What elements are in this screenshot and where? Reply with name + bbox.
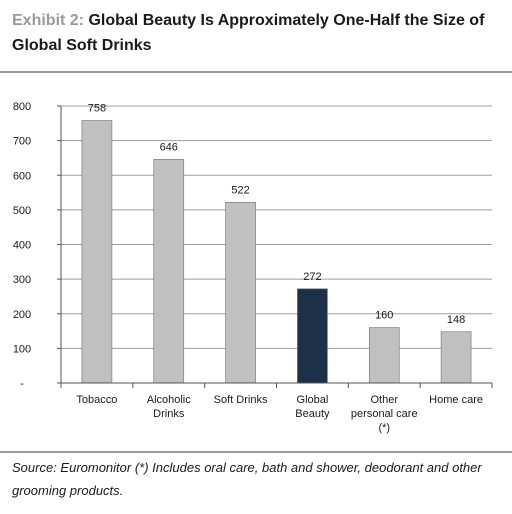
category-label: Alcoholic [147, 394, 192, 406]
source-note: Source: Euromonitor (*) Includes oral ca… [12, 460, 482, 498]
chart-title: Exhibit 2: Global Beauty Is Approximatel… [12, 8, 502, 58]
data-label: 522 [231, 184, 249, 196]
y-tick-label: 100 [13, 343, 31, 355]
bar [297, 288, 328, 384]
category-label: Soft Drinks [214, 394, 268, 406]
axes: - 100 200 300 400 500 600 700 800 [13, 101, 493, 390]
exhibit-number: Exhibit 2: [12, 12, 85, 29]
bar [225, 201, 256, 384]
category-label: Tobacco [76, 394, 117, 406]
y-tick-label: 200 [13, 309, 31, 321]
bar [153, 159, 185, 384]
y-tick-label: 700 [13, 136, 31, 148]
bar [440, 331, 472, 384]
data-label: 148 [447, 314, 465, 326]
category-label: Global [297, 394, 329, 406]
category-label: Other [370, 394, 398, 406]
y-tick-label: 800 [13, 101, 31, 113]
category-label: Home care [429, 394, 483, 406]
category-label: personal care [351, 408, 418, 420]
data-label: 758 [88, 103, 106, 115]
bar-chart: - 100 200 300 400 500 600 700 800 758 Tobacco 646 A… [13, 101, 493, 434]
data-label: 646 [160, 141, 178, 153]
bottom-rule [0, 451, 512, 453]
gridlines [61, 105, 492, 349]
data-label: 272 [303, 271, 321, 283]
bars [81, 120, 472, 384]
y-tick-label: 500 [13, 205, 31, 217]
labels: 758 Tobacco 646 Alcoholic Drinks 522 Soft Drin… [76, 103, 483, 434]
y-tick-label: 400 [13, 240, 31, 252]
top-rule [0, 71, 512, 73]
y-tick-label: 300 [13, 274, 31, 286]
title-text: Global Beauty Is Approximately One-Half … [12, 12, 485, 54]
data-label: 160 [375, 310, 393, 322]
bar [81, 120, 113, 384]
y-tick-label: - [20, 378, 24, 390]
category-label: Beauty [295, 408, 330, 420]
bar [368, 327, 400, 384]
y-tick-label: 600 [13, 170, 31, 182]
category-label: Drinks [153, 408, 185, 420]
category-label: (*) [378, 422, 390, 434]
